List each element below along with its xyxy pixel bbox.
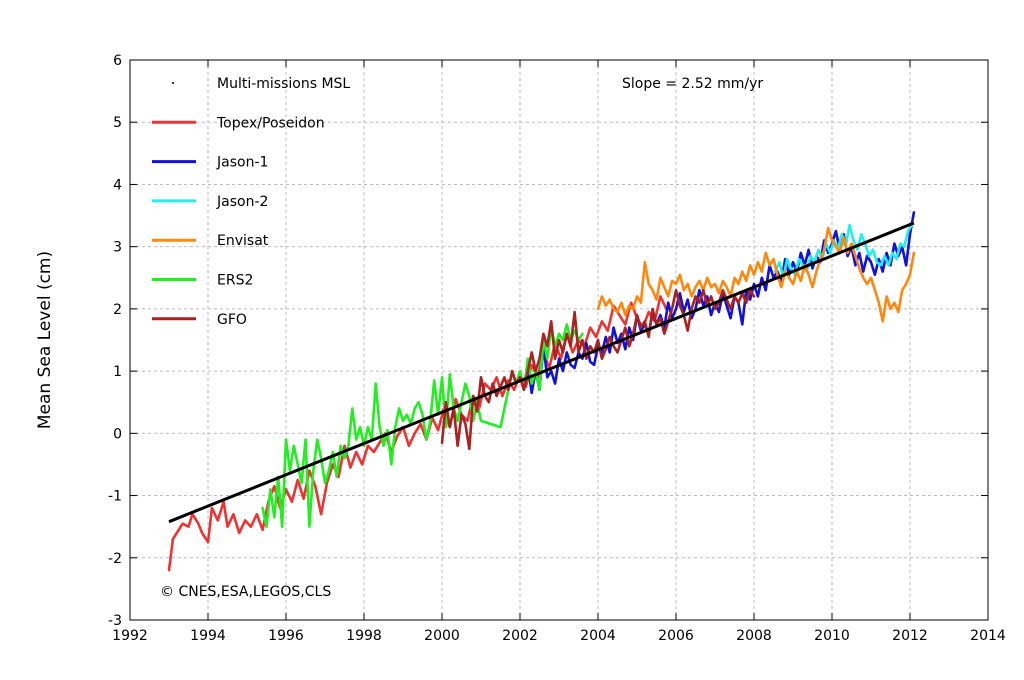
y-tick-label: 1 [113,364,122,380]
y-tick-label: -3 [108,613,122,629]
x-tick-label: 1992 [112,628,148,644]
slope-annotation: Slope = 2.52 mm/yr [622,76,763,92]
y-tick-label: 2 [113,302,122,318]
series-line-gfo [440,288,756,451]
legend-label-envisat: Envisat [217,233,269,249]
x-tick-label: 2006 [658,628,694,644]
x-tick-label: 2002 [502,628,538,644]
legend-label-jason-1: Jason-1 [216,155,268,171]
x-tick-label: 1998 [346,628,382,644]
y-tick-label: 4 [113,177,122,193]
y-tick-label: 5 [113,115,122,131]
y-tick-label: -2 [108,551,122,567]
legend-label-multi-missions-msl: Multi-missions MSL [217,76,350,92]
series-line-envisat [596,226,916,323]
legend: Multi-missions MSL Topex/Poseidon Jason-1 J… [152,76,350,328]
series-line-topex-poseidon [167,295,668,572]
axis-ticks: 1992 1994 1996 1998 2000 2002 2004 2006 2008 2010… [108,53,1006,644]
x-tick-label: 1994 [190,628,226,644]
x-tick-label: 2008 [736,628,772,644]
x-tick-label: 2010 [814,628,850,644]
x-tick-label: 2012 [892,628,928,644]
y-tick-label: 3 [113,240,122,256]
legend-label-gfo: GFO [217,312,247,328]
y-tick-label: -1 [108,489,122,505]
legend-label-jason-2: Jason-2 [216,194,268,210]
x-tick-label: 2004 [580,628,616,644]
plot-frame [129,59,989,621]
y-tick-label: 0 [113,426,122,442]
copyright-annotation: © CNES,ESA,LEGOS,CLS [160,584,331,600]
series-line-ers2 [261,323,584,529]
y-tick-label: 6 [113,53,122,69]
legend-swatch-multi-missions-msl [172,82,174,84]
trend-line-multi-missions-msl [168,221,915,524]
series-layer [167,211,916,572]
y-axis-label: Mean Sea Level (cm) [35,251,55,429]
legend-label-ers2: ERS2 [217,273,253,289]
x-tick-label: 2000 [424,628,460,644]
legend-label-topex-poseidon: Topex/Poseidon [216,115,325,131]
x-tick-label: 1996 [268,628,304,644]
x-tick-label: 2014 [970,628,1006,644]
